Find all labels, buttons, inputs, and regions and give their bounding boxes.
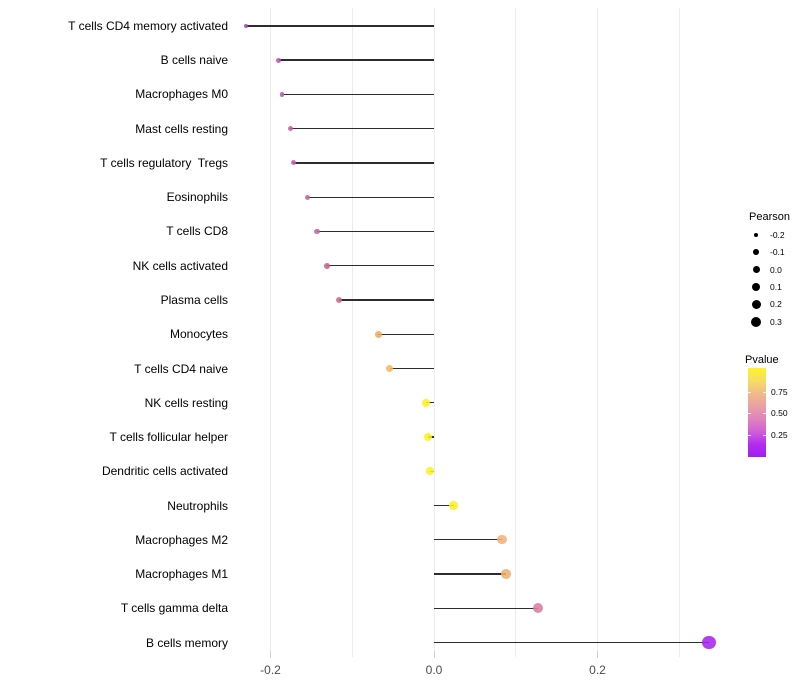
category-label: B cells memory — [145, 635, 228, 650]
lollipop-stem — [290, 127, 434, 130]
category-label: Macrophages M2 — [135, 532, 228, 547]
lollipop-stem — [317, 230, 434, 233]
lollipop-stem — [434, 607, 538, 609]
gridline-x — [433, 8, 435, 657]
lollipop-dot — [276, 57, 282, 63]
lollipop-dot — [243, 23, 249, 28]
category-label: B cells naive — [160, 53, 228, 68]
lollipop-stem — [425, 402, 434, 404]
colorbar-tickmark — [763, 413, 766, 415]
category-label: T cells CD8 — [166, 224, 228, 239]
legend-size-label: 0.0 — [770, 264, 782, 275]
category-label: T cells follicular helper — [109, 430, 229, 445]
category-label: T cells gamma delta — [120, 601, 228, 616]
category-label: Eosinophils — [166, 190, 228, 205]
lollipop-dot — [375, 330, 382, 338]
legend-size-label: -0.1 — [770, 247, 785, 258]
category-label: T cells CD4 naive — [134, 361, 228, 376]
colorbar-tick-label: 0.50 — [771, 408, 788, 419]
category-label: Monocytes — [169, 327, 228, 342]
lollipop-stem — [378, 333, 434, 335]
lollipop-stem — [434, 504, 454, 507]
category-label: Macrophages M0 — [135, 87, 228, 102]
lollipop-dot — [279, 92, 285, 97]
lollipop-dot — [701, 635, 716, 650]
category-label: T cells CD4 memory activated — [68, 18, 228, 33]
lollipop-dot — [532, 603, 543, 614]
colorbar-tick-label: 0.75 — [771, 386, 788, 397]
lollipop-stem — [339, 299, 434, 301]
legend-pvalue-title: Pvalue — [745, 354, 779, 366]
category-label: NK cells activated — [132, 258, 228, 273]
colorbar-tickmark — [748, 391, 751, 393]
category-label: Dendritic cells activated — [101, 464, 228, 479]
lollipop-stem — [389, 367, 434, 370]
lollipop-stem — [245, 25, 434, 27]
legend-pearson-title: Pearson — [749, 211, 790, 223]
category-label: T cells regulatory Tregs — [100, 155, 228, 170]
colorbar-tick-label: 0.25 — [771, 430, 788, 441]
lollipop-dot — [497, 535, 507, 545]
lollipop-dot — [386, 364, 394, 373]
lollipop-stem — [278, 59, 434, 61]
colorbar-tickmark — [763, 435, 766, 437]
category-label: Plasma cells — [160, 292, 228, 307]
lollipop-dot — [314, 228, 320, 235]
legend-size-dot — [751, 316, 761, 327]
legend-size-label: -0.2 — [770, 230, 785, 240]
x-axis-tick-label: -0.2 — [260, 663, 281, 677]
lollipop-dot — [287, 126, 293, 132]
lollipop-dot — [501, 569, 511, 579]
x-axis-tick-label: 0.2 — [589, 663, 606, 677]
lollipop-dot — [324, 262, 330, 269]
lollipop-dot — [424, 433, 433, 441]
pvalue-colorbar — [748, 368, 766, 457]
category-label: Neutrophils — [167, 498, 228, 513]
lollipop-dot — [421, 398, 430, 407]
lollipop-dot — [336, 296, 343, 303]
lollipop-stem — [307, 196, 434, 198]
lollipop-dot — [449, 501, 458, 510]
category-label: NK cells resting — [144, 395, 228, 410]
lollipop-dot — [290, 160, 296, 166]
lollipop-stem — [434, 539, 502, 541]
gridline-x — [597, 8, 598, 657]
category-label: Macrophages M1 — [135, 567, 228, 582]
legend-size-label: 0.2 — [770, 299, 782, 310]
legend-size-dot — [752, 282, 760, 291]
gridline-x — [351, 8, 353, 657]
lollipop-stem — [434, 573, 506, 575]
lollipop-stem — [281, 93, 434, 96]
category-label: Mast cells resting — [135, 121, 228, 136]
colorbar-tickmark — [763, 391, 766, 393]
colorbar-tickmark — [748, 413, 751, 415]
colorbar-tickmark — [748, 435, 751, 437]
legend-size-label: 0.3 — [770, 316, 782, 327]
lollipop-stem — [434, 641, 709, 644]
lollipop-dot — [304, 194, 310, 200]
lollipop-dot — [425, 467, 434, 476]
legend-size-dot — [752, 266, 760, 274]
lollipop-stem — [326, 265, 434, 267]
x-axis-tick — [270, 651, 271, 658]
legend-size-dot — [751, 299, 761, 309]
lollipop-stem — [293, 162, 434, 164]
gridline-x — [270, 8, 271, 657]
gridline-x — [678, 8, 680, 657]
x-axis-tick — [597, 651, 598, 658]
x-axis-tick-label: 0.0 — [425, 663, 443, 677]
gridline-x — [515, 8, 517, 657]
legend-size-label: 0.1 — [770, 281, 782, 292]
legend-size-dot — [753, 249, 759, 256]
legend-size-dot — [753, 232, 759, 238]
x-axis-tick — [433, 651, 435, 658]
